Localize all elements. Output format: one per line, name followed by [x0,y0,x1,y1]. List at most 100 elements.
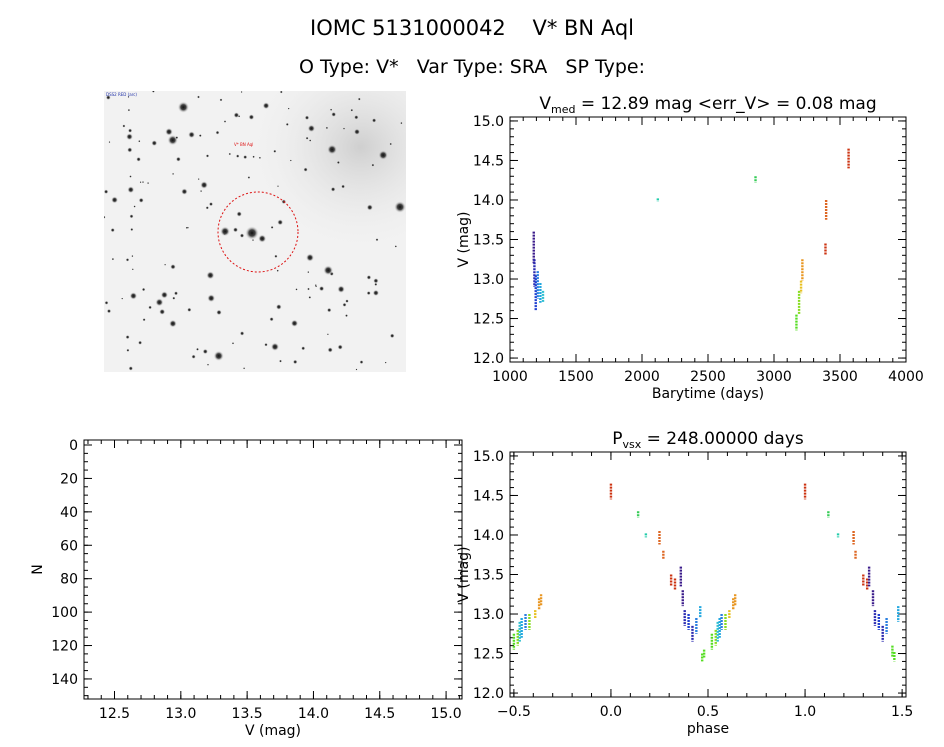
star [235,154,240,158]
star [175,136,179,140]
star [258,234,267,243]
star [350,108,354,112]
plot-frame [509,116,907,363]
star [357,97,361,101]
y-tick-label: 40 [60,505,78,521]
x-tick-label: 2000 [624,369,660,385]
star [133,205,136,208]
star [336,160,340,165]
star [331,111,337,117]
star [151,91,155,93]
star [130,227,134,232]
plot-frame [509,451,907,698]
star [207,294,216,303]
y-tick-label: 14.0 [473,193,504,209]
star [327,144,338,155]
star [173,291,179,296]
star [213,350,224,362]
star [125,258,130,262]
star [181,188,188,195]
y-tick-label: 12.0 [473,351,504,367]
target-label: V* BN Aql [234,142,253,147]
lightcurve-chart: 1000 1500 2000 2500 3000 3500 4000 12.0 12.5 13.0… [456,94,924,402]
star [232,227,239,233]
star [197,178,200,181]
star [129,214,134,219]
x-tick-label: 1.0 [794,704,816,720]
y-tick-label: 14.5 [473,488,504,504]
y-tick-label: 13.0 [473,272,504,288]
star [330,186,336,192]
x-tick-label: 0.0 [600,704,622,720]
plot-frame [83,439,463,700]
star [110,227,115,233]
star [378,150,389,160]
star [366,291,371,296]
star [151,140,158,147]
star [374,282,378,286]
star [131,268,134,271]
star [326,333,329,336]
star [252,155,255,159]
star [273,149,277,153]
star [366,204,373,211]
star [142,318,146,322]
star [275,304,282,310]
star [305,136,309,140]
star [200,190,203,193]
star [126,133,133,141]
star [240,91,243,93]
star [200,181,208,189]
star [127,95,130,98]
star [394,245,397,248]
star [208,202,214,207]
y-tick-label: 60 [60,538,78,554]
star [342,127,346,130]
star [305,253,315,262]
x-tick-label: 1.5 [891,704,913,720]
y-axis-label: V (mag) [456,211,472,267]
x-tick-label: 14.0 [298,706,329,722]
y-tick-label: 15.0 [473,449,504,465]
y-axis-label: N [30,564,46,574]
star [270,342,280,351]
star [233,112,240,118]
star [216,309,222,316]
star [301,346,306,351]
y-tick-label: 12.0 [473,686,504,702]
star [359,360,364,365]
star [111,257,115,261]
y-tick-label: 80 [60,572,78,588]
star [247,176,251,179]
x-tick-label: 1500 [558,369,594,385]
star [303,167,308,172]
y-axis-label: V (mag) [456,546,472,602]
star [337,285,345,293]
star [164,263,167,266]
y-tick-label: 13.5 [473,568,504,584]
x-tick-label: 13.5 [232,706,263,722]
star [219,98,223,102]
star [400,121,403,125]
star [277,185,279,188]
star [129,292,138,300]
star [276,269,279,272]
star [104,189,109,194]
star [389,333,395,339]
star [337,344,343,350]
star [122,124,126,128]
star [170,264,176,270]
x-tick-label: 3500 [822,369,858,385]
star [160,291,169,299]
star [323,265,334,276]
image-caption: DSS2 RED (arc) [106,92,137,97]
star [125,335,130,340]
x-axis-label: phase [687,721,729,737]
x-axis-label: Barytime (days) [652,386,764,402]
star [136,156,141,162]
y-tick-label: 12.5 [473,312,504,328]
star [127,186,135,194]
object-type-line: O Type: V* Var Type: SRA SP Type: [299,56,645,78]
star [327,347,333,353]
